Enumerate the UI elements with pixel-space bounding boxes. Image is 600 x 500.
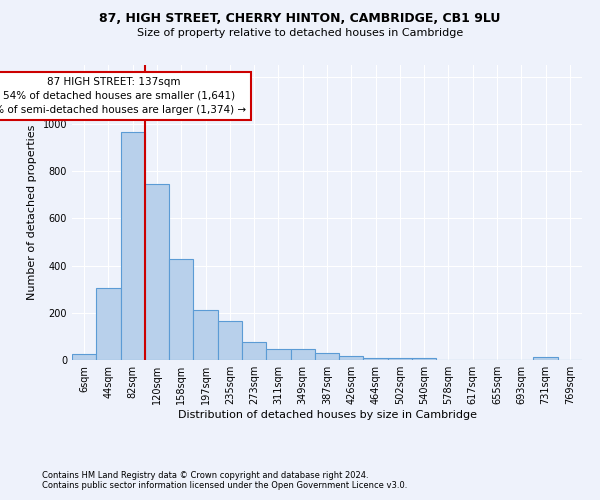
Text: 87 HIGH STREET: 137sqm
← 54% of detached houses are smaller (1,641)
46% of semi-: 87 HIGH STREET: 137sqm ← 54% of detached… [0,77,246,115]
Bar [364,358,388,360]
Bar [121,132,145,360]
Bar [96,288,121,360]
Bar [72,354,96,360]
Bar [388,358,412,360]
Bar [315,353,339,360]
Bar [218,321,242,360]
Text: 87, HIGH STREET, CHERRY HINTON, CAMBRIDGE, CB1 9LU: 87, HIGH STREET, CHERRY HINTON, CAMBRIDG… [100,12,500,26]
Bar [193,310,218,360]
Bar [169,258,193,360]
Text: Size of property relative to detached houses in Cambridge: Size of property relative to detached ho… [137,28,463,38]
X-axis label: Distribution of detached houses by size in Cambridge: Distribution of detached houses by size … [178,410,476,420]
Y-axis label: Number of detached properties: Number of detached properties [27,125,37,300]
Bar [290,348,315,360]
Text: Contains public sector information licensed under the Open Government Licence v3: Contains public sector information licen… [42,481,407,490]
Bar [242,342,266,360]
Bar [145,184,169,360]
Bar [266,348,290,360]
Bar [412,358,436,360]
Text: Contains HM Land Registry data © Crown copyright and database right 2024.: Contains HM Land Registry data © Crown c… [42,471,368,480]
Bar [533,357,558,360]
Bar [339,356,364,360]
